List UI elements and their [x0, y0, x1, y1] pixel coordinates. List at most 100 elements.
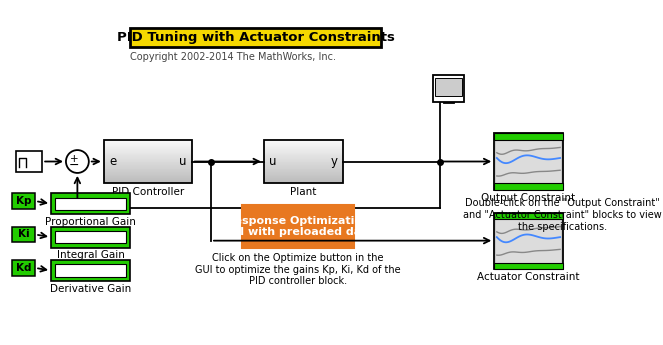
- Bar: [104, 178, 192, 179]
- Bar: [104, 183, 192, 184]
- Bar: [264, 174, 343, 175]
- Bar: [104, 170, 192, 171]
- Text: Output Constraint: Output Constraint: [481, 193, 575, 203]
- Bar: [264, 159, 343, 160]
- Bar: [104, 145, 192, 146]
- Bar: [13, 193, 35, 209]
- Bar: [264, 149, 343, 150]
- Bar: [264, 148, 343, 149]
- Circle shape: [66, 150, 89, 173]
- Bar: [494, 134, 563, 139]
- Bar: [104, 164, 192, 165]
- Text: Plant: Plant: [290, 187, 316, 197]
- Text: Click on the Optimize button in the
GUI to optimize the gains Kp, Ki, Kd of the
: Click on the Optimize button in the GUI …: [196, 253, 401, 286]
- Bar: [104, 182, 192, 183]
- Text: Response Optimization
GUI with preloaded data: Response Optimization GUI with preloaded…: [222, 216, 374, 237]
- Bar: [104, 155, 192, 156]
- Bar: [104, 148, 192, 149]
- Bar: [104, 165, 192, 166]
- Text: +: +: [70, 154, 78, 164]
- Bar: [264, 147, 343, 148]
- Bar: [264, 161, 343, 162]
- Text: −: −: [68, 159, 79, 172]
- Text: u: u: [179, 155, 186, 168]
- Bar: [264, 142, 343, 143]
- Bar: [496, 139, 561, 184]
- Bar: [494, 184, 563, 190]
- Bar: [104, 150, 192, 151]
- Bar: [264, 175, 343, 176]
- Text: Kp: Kp: [16, 196, 31, 206]
- Bar: [264, 152, 343, 153]
- Bar: [104, 167, 192, 168]
- Bar: [51, 227, 130, 248]
- Bar: [264, 150, 343, 151]
- Bar: [130, 28, 381, 47]
- Bar: [104, 149, 192, 150]
- Bar: [104, 180, 192, 181]
- Bar: [264, 170, 343, 171]
- Bar: [264, 168, 343, 169]
- Bar: [494, 134, 563, 190]
- Bar: [264, 139, 343, 140]
- Bar: [264, 169, 343, 170]
- Bar: [13, 260, 35, 276]
- Bar: [104, 177, 192, 178]
- Bar: [104, 159, 192, 160]
- Bar: [104, 158, 192, 159]
- Bar: [104, 146, 192, 147]
- Bar: [264, 154, 343, 155]
- Bar: [104, 175, 192, 176]
- Bar: [264, 165, 343, 166]
- Text: y: y: [331, 155, 337, 168]
- Bar: [264, 181, 343, 182]
- Bar: [264, 162, 343, 163]
- Bar: [264, 140, 343, 141]
- Text: Ki: Ki: [18, 229, 30, 239]
- Text: PID Controller: PID Controller: [111, 187, 184, 197]
- Text: PID Tuning with Actuator Constraints: PID Tuning with Actuator Constraints: [117, 31, 394, 44]
- Bar: [104, 160, 192, 161]
- Bar: [104, 172, 192, 173]
- Bar: [433, 75, 464, 102]
- Bar: [104, 147, 192, 148]
- Bar: [51, 260, 130, 281]
- Bar: [264, 178, 343, 179]
- Bar: [264, 183, 343, 184]
- Bar: [104, 169, 192, 170]
- Bar: [56, 264, 126, 277]
- Bar: [104, 144, 192, 145]
- Bar: [264, 167, 343, 168]
- Bar: [264, 163, 343, 164]
- Bar: [104, 156, 192, 157]
- Text: Integral Gain: Integral Gain: [56, 250, 125, 260]
- Bar: [264, 139, 343, 184]
- Bar: [104, 141, 192, 142]
- Bar: [264, 151, 343, 152]
- Bar: [264, 179, 343, 180]
- Bar: [16, 151, 42, 172]
- Bar: [264, 153, 343, 154]
- Text: Copyright 2002-2014 The MathWorks, Inc.: Copyright 2002-2014 The MathWorks, Inc.: [130, 52, 336, 62]
- Bar: [264, 160, 343, 161]
- Bar: [264, 143, 343, 144]
- Bar: [264, 180, 343, 181]
- Bar: [104, 157, 192, 158]
- Bar: [104, 151, 192, 152]
- Bar: [104, 163, 192, 164]
- Bar: [104, 181, 192, 182]
- Bar: [264, 164, 343, 165]
- Bar: [494, 213, 563, 269]
- Bar: [264, 177, 343, 178]
- Text: u: u: [269, 155, 276, 168]
- Bar: [104, 168, 192, 169]
- Bar: [264, 172, 343, 173]
- Bar: [496, 219, 561, 263]
- Bar: [104, 154, 192, 155]
- Bar: [264, 171, 343, 172]
- Bar: [104, 152, 192, 153]
- Bar: [264, 144, 343, 145]
- Bar: [242, 206, 354, 248]
- Bar: [104, 176, 192, 177]
- Bar: [104, 162, 192, 163]
